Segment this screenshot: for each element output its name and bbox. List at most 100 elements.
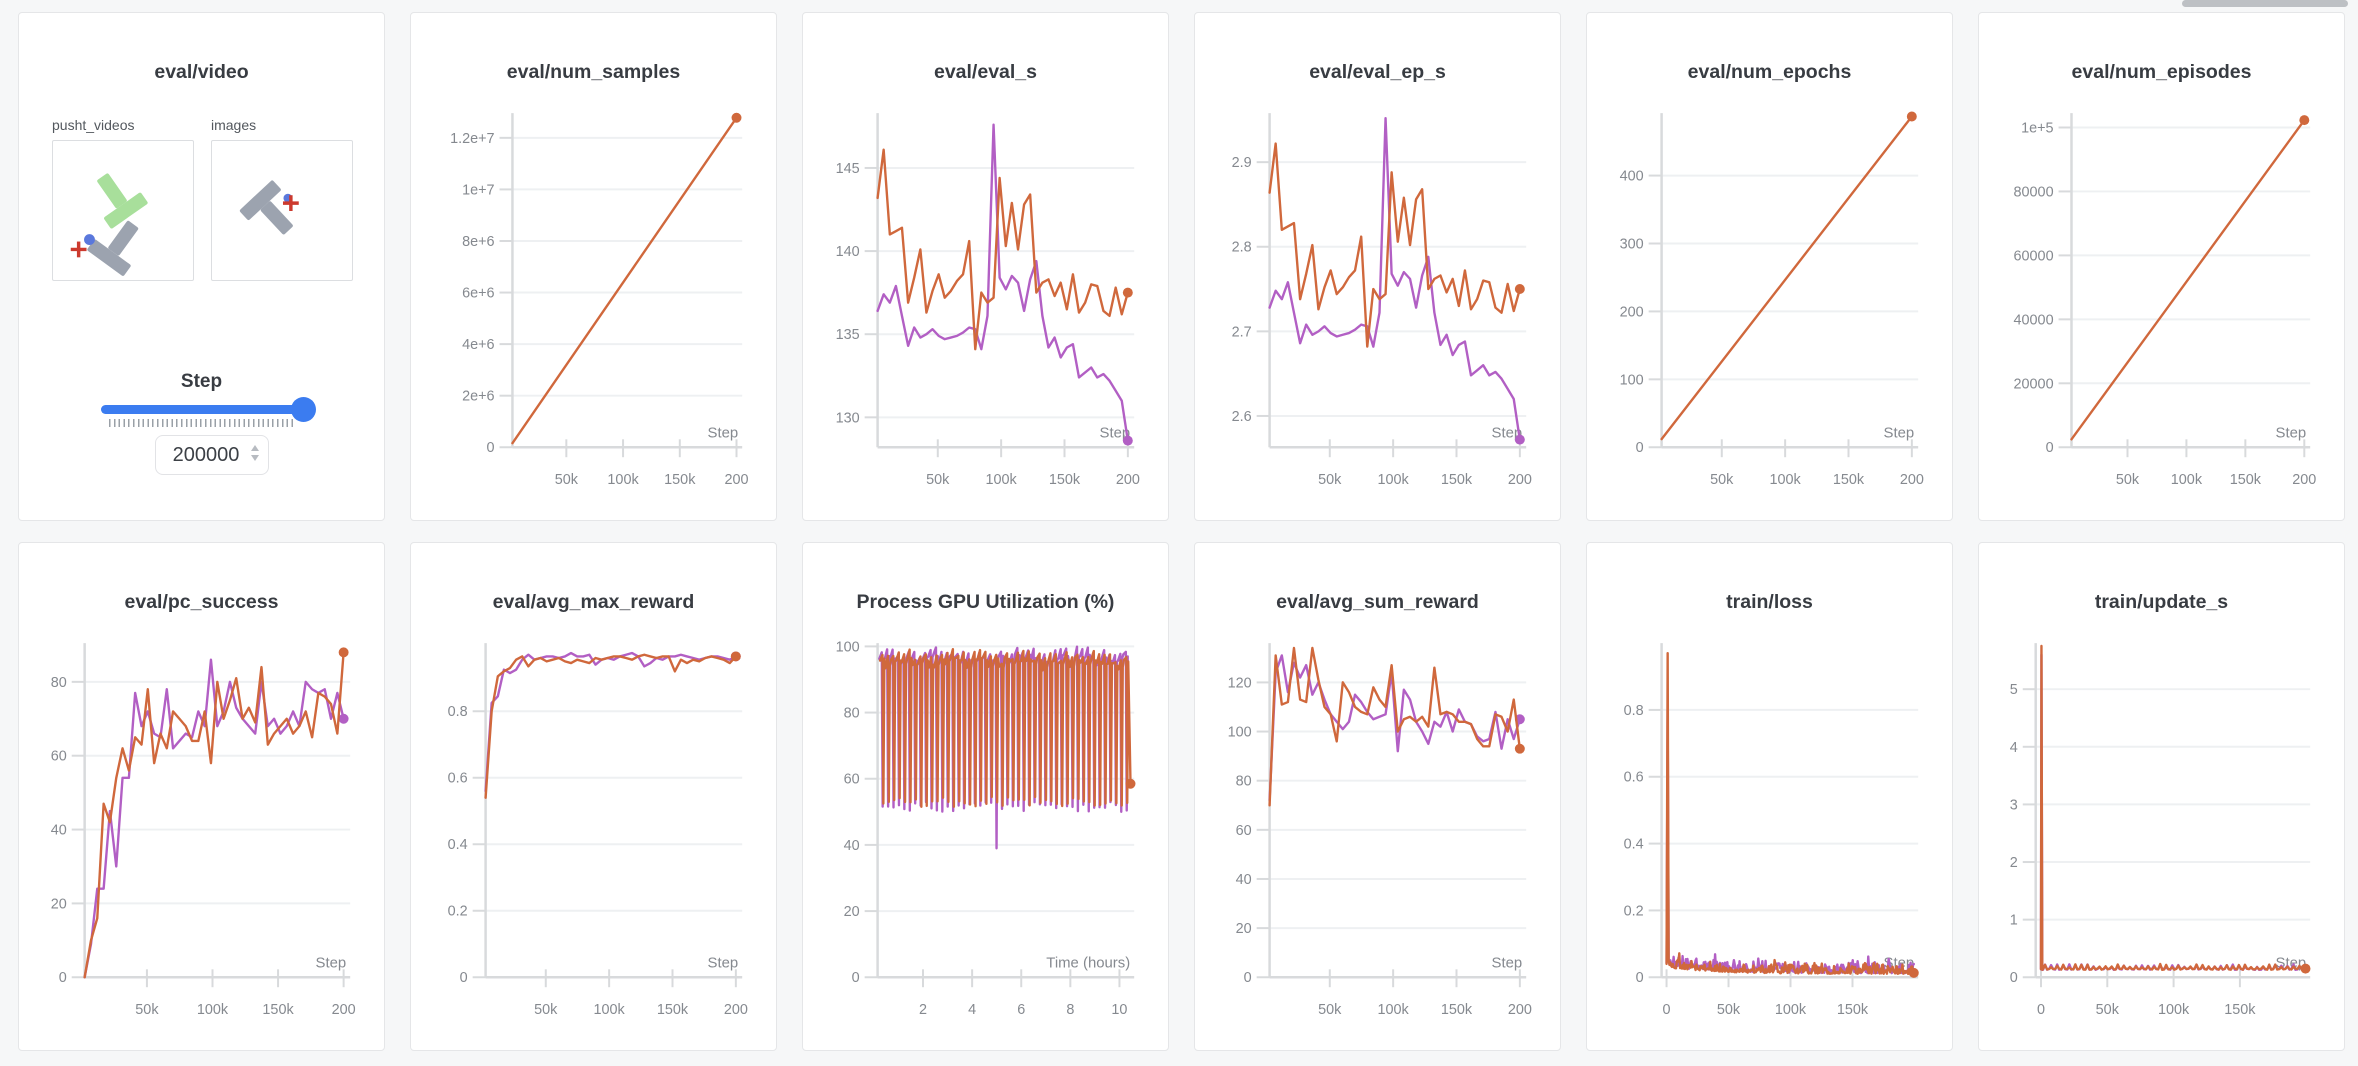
panel-title: eval/video	[154, 61, 249, 83]
svg-text:1: 1	[2010, 913, 2018, 929]
svg-text:Step: Step	[708, 955, 739, 971]
panel-eval-eval-ep-s[interactable]: eval/eval_ep_s 2.6 2.7 2.8 2.9 50k 100k 150k 20…	[1194, 12, 1561, 521]
svg-text:200: 200	[724, 1002, 748, 1018]
panel-eval-video[interactable]: eval/video pusht_videos images	[18, 12, 385, 521]
svg-text:8e+6: 8e+6	[462, 234, 494, 250]
panel-eval-pc-success[interactable]: eval/pc_success 0 20 40 60 80 50k 100k 150k 200 S…	[18, 542, 385, 1051]
svg-text:2.9: 2.9	[1232, 155, 1252, 171]
panel-eval-num-samples[interactable]: eval/num_samples 0 2e+6 4e+6 6e+6 8e+6 1e+7 1.…	[410, 12, 777, 521]
svg-text:100: 100	[1620, 372, 1644, 388]
svg-text:100k: 100k	[2158, 1002, 2190, 1018]
chart-title: eval/num_episodes	[2071, 61, 2252, 83]
panel-eval-num-episodes[interactable]: eval/num_episodes 0 20000 40000 60000 80000 1…	[1978, 12, 2345, 521]
svg-text:20: 20	[1236, 921, 1252, 937]
panel-train-update-s[interactable]: train/update_s 0 1 2 3 4 5 0 50k 100k 150k Step	[1978, 542, 2345, 1051]
svg-text:1.2e+7: 1.2e+7	[450, 131, 494, 147]
svg-text:100: 100	[1228, 725, 1252, 741]
svg-text:Step: Step	[1492, 425, 1523, 441]
svg-text:8: 8	[1066, 1002, 1074, 1018]
line-chart-eval-num-episodes[interactable]: 0 20000 40000 60000 80000 1e+5 50k 100k 150k 200 S…	[1979, 106, 2344, 518]
panel-train-loss[interactable]: train/loss 0 0.2 0.4 0.6 0.8 0 50k 100k 150k Step	[1586, 542, 1953, 1051]
svg-text:100k: 100k	[2171, 472, 2203, 488]
svg-text:150k: 150k	[2224, 1002, 2256, 1018]
svg-text:0: 0	[59, 970, 67, 986]
step-slider[interactable]	[101, 397, 316, 422]
svg-text:100k: 100k	[594, 1002, 626, 1018]
svg-text:150k: 150k	[2230, 472, 2262, 488]
pusht-scene-icon	[239, 180, 299, 235]
svg-text:60000: 60000	[2014, 248, 2054, 264]
step-slider-thumb[interactable]	[291, 397, 316, 422]
svg-text:50k: 50k	[1717, 1002, 1741, 1018]
svg-text:3: 3	[2010, 797, 2018, 813]
panel-process-gpu-utilization[interactable]: Process GPU Utilization (%) 0 20 40 60 80 100…	[802, 542, 1169, 1051]
svg-text:150k: 150k	[1837, 1002, 1869, 1018]
line-chart-eval-avg-sum-reward[interactable]: 0 20 40 60 80 100 120 50k 100k 150k 200 Step	[1195, 636, 1560, 1048]
video-thumbnail-pusht-videos[interactable]	[52, 140, 194, 281]
svg-text:20: 20	[844, 904, 860, 920]
line-chart-eval-pc-success[interactable]: 0 20 40 60 80 50k 100k 150k 200 Step	[19, 636, 384, 1048]
svg-text:20: 20	[51, 896, 67, 912]
svg-text:0: 0	[487, 440, 495, 456]
svg-text:0.6: 0.6	[448, 771, 468, 787]
svg-text:100k: 100k	[1770, 472, 1802, 488]
svg-text:200: 200	[1508, 1002, 1532, 1018]
svg-text:6e+6: 6e+6	[462, 286, 494, 302]
horizontal-scrollbar-thumb[interactable]	[2182, 0, 2348, 7]
panel-eval-num-epochs[interactable]: eval/num_epochs 0 100 200 300 400 50k 100k 150k…	[1586, 12, 1953, 521]
svg-text:200: 200	[1620, 304, 1644, 320]
svg-text:4: 4	[968, 1002, 976, 1018]
line-chart-process-gpu-utilization[interactable]: 0 20 40 60 80 100 2 4 6 8 10 Time (hours)	[803, 636, 1168, 1048]
line-chart-eval-eval-s[interactable]: 130 135 140 145 50k 100k 150k 200 Step	[803, 106, 1168, 518]
chart-title: eval/pc_success	[124, 591, 279, 613]
svg-text:0.4: 0.4	[448, 837, 468, 853]
svg-text:80: 80	[1236, 774, 1252, 790]
svg-text:0: 0	[1636, 970, 1644, 986]
svg-text:2: 2	[919, 1002, 927, 1018]
svg-text:150k: 150k	[1441, 472, 1473, 488]
svg-text:150k: 150k	[1441, 1002, 1473, 1018]
line-chart-eval-eval-ep-s[interactable]: 2.6 2.7 2.8 2.9 50k 100k 150k 200 Step	[1195, 106, 1560, 518]
svg-text:60: 60	[1236, 823, 1252, 839]
line-chart-eval-num-epochs[interactable]: 0 100 200 300 400 50k 100k 150k 200 Step	[1587, 106, 1952, 518]
svg-text:0: 0	[1663, 1002, 1671, 1018]
line-chart-eval-num-samples[interactable]: 0 2e+6 4e+6 6e+6 8e+6 1e+7 1.2e+7 50k 100k 150k 20…	[411, 106, 776, 518]
line-chart-eval-avg-max-reward[interactable]: 0 0.2 0.4 0.6 0.8 50k 100k 150k 200 Step	[411, 636, 776, 1048]
svg-text:0: 0	[2010, 970, 2018, 986]
svg-text:100: 100	[836, 639, 860, 655]
svg-text:0: 0	[2046, 440, 2054, 456]
svg-text:10: 10	[1111, 1002, 1127, 1018]
svg-text:Step: Step	[1884, 425, 1915, 441]
chart-title: eval/num_samples	[506, 61, 681, 83]
step-input-wrap	[155, 435, 269, 475]
stepper-arrows-icon[interactable]	[251, 445, 259, 461]
panel-eval-avg-sum-reward[interactable]: eval/avg_sum_reward 0 20 40 60 80 100 120 50k 10…	[1194, 542, 1561, 1051]
svg-text:0: 0	[2037, 1002, 2045, 1018]
panel-eval-eval-s[interactable]: eval/eval_s 130 135 140 145 50k 100k 150k 200 St…	[802, 12, 1169, 521]
svg-text:60: 60	[51, 749, 67, 765]
svg-text:0.4: 0.4	[1624, 837, 1644, 853]
svg-text:100k: 100k	[1378, 1002, 1410, 1018]
pusht-scene-icon	[70, 173, 148, 276]
panel-eval-avg-max-reward[interactable]: eval/avg_max_reward 0 0.2 0.4 0.6 0.8 50k 100k…	[410, 542, 777, 1051]
svg-text:200: 200	[2292, 472, 2316, 488]
svg-text:100k: 100k	[1775, 1002, 1807, 1018]
svg-text:150k: 150k	[1049, 472, 1081, 488]
svg-text:0.8: 0.8	[448, 704, 468, 720]
media-label-pusht-videos: pusht_videos	[52, 117, 135, 133]
svg-text:80: 80	[844, 706, 860, 722]
step-input[interactable]	[156, 436, 268, 474]
svg-text:100k: 100k	[197, 1002, 229, 1018]
svg-text:50k: 50k	[2116, 472, 2140, 488]
video-thumbnail-images[interactable]	[211, 140, 353, 281]
chart-title: eval/eval_ep_s	[1309, 61, 1446, 83]
svg-text:150k: 150k	[262, 1002, 294, 1018]
svg-text:150k: 150k	[664, 472, 696, 488]
svg-text:0.8: 0.8	[1624, 703, 1644, 719]
svg-text:40000: 40000	[2014, 312, 2054, 328]
svg-text:0.2: 0.2	[1624, 903, 1644, 919]
step-slider-label: Step	[180, 371, 223, 392]
svg-text:135: 135	[836, 327, 860, 343]
